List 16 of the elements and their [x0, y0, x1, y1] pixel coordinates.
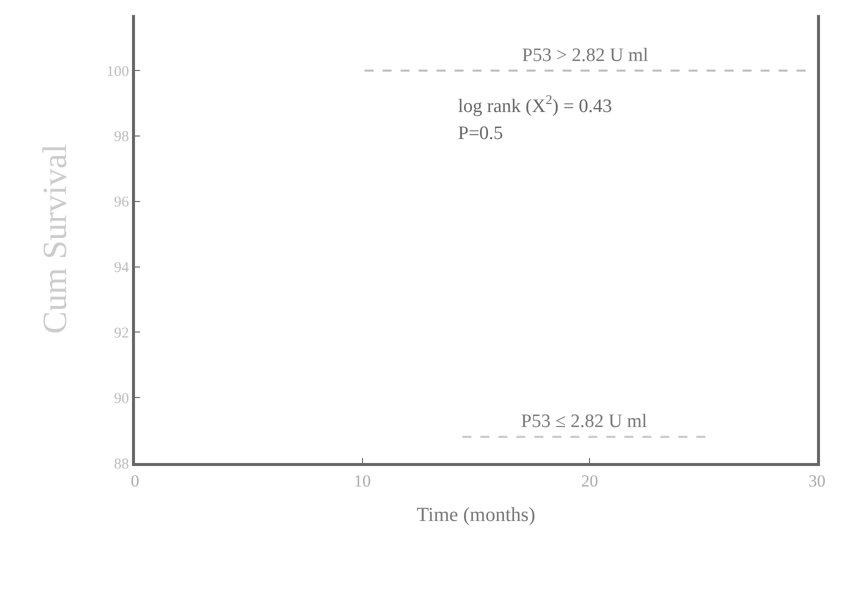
- series-label: P53 > 2.82 U ml: [522, 45, 648, 66]
- x-axis-title: Time (months): [416, 504, 536, 526]
- y-tick-label: 94: [114, 260, 130, 276]
- series-label: P53 ≤ 2.82 U ml: [521, 411, 648, 432]
- y-tick-label: 96: [114, 194, 130, 211]
- x-tick-label: 0: [130, 471, 140, 490]
- y-tick-label: 88: [114, 456, 129, 472]
- y-tick-label: 98: [114, 129, 129, 146]
- x-tick-label: 30: [808, 471, 826, 490]
- y-tick-label: 100: [106, 64, 129, 80]
- annotation: log rank (X$^{2}$) = 0.43: [458, 92, 612, 117]
- annotation: P=0.5: [458, 123, 504, 144]
- x-tick-label: 10: [354, 471, 371, 490]
- x-tick-label: 20: [581, 471, 598, 490]
- y-tick-label: 92: [114, 325, 129, 342]
- y-tick-label: 90: [114, 390, 129, 407]
